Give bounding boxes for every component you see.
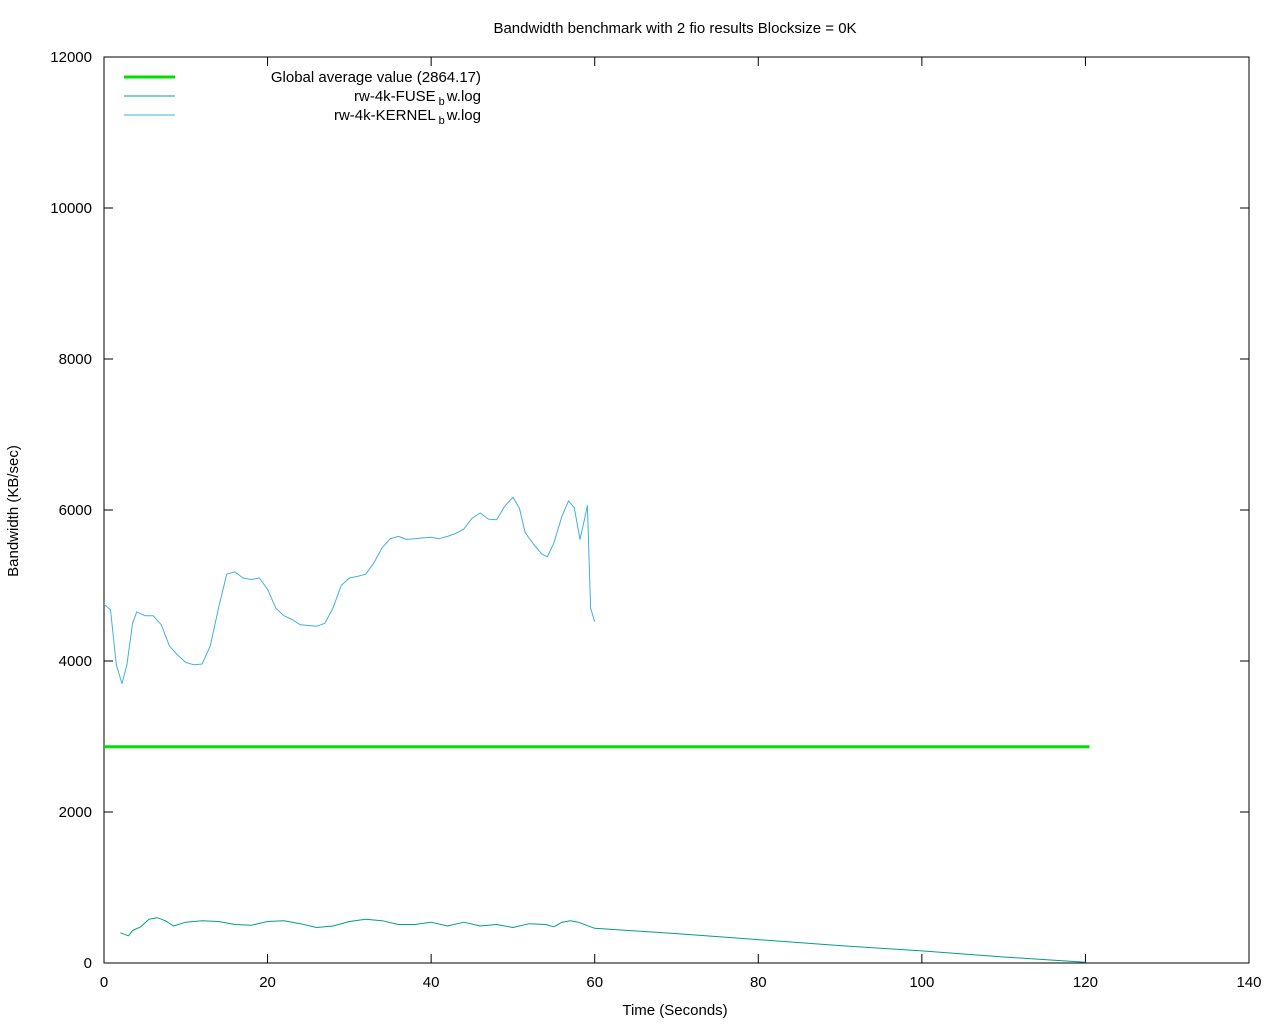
y-axis: 0 2000 4000 6000 8000 10000 12000 [50, 49, 1249, 972]
plot-frame [103, 56, 1250, 964]
series-layer [103, 496, 1090, 963]
x-tick-label: 40 [423, 974, 440, 991]
x-tick-label: 0 [100, 974, 108, 991]
legend: Global average value (2864.17) rw-4k-FUSE… [124, 69, 481, 127]
x-tick-label: 80 [750, 974, 767, 991]
chart-title: Bandwidth benchmark with 2 fio results B… [493, 20, 856, 37]
y-axis-label: Bandwidth (KB/sec) [5, 445, 22, 577]
x-tick-label: 140 [1236, 974, 1261, 991]
fuse-series-line [120, 917, 1086, 963]
y-tick-label: 8000 [59, 351, 92, 368]
x-tick-label: 60 [586, 974, 603, 991]
y-tick-label: 6000 [59, 502, 92, 519]
y-tick-label: 10000 [50, 200, 92, 217]
legend-entry-fuse-label: rw-4k-FUSE b w.log [354, 88, 481, 108]
y-tick-label: 0 [84, 955, 92, 972]
x-tick-label: 100 [909, 974, 934, 991]
legend-entry-global-average-label: Global average value (2864.17) [271, 69, 481, 86]
x-tick-label: 20 [259, 974, 276, 991]
kernel-series-line [103, 496, 596, 685]
x-tick-label: 120 [1073, 974, 1098, 991]
x-axis-label: Time (Seconds) [622, 1002, 727, 1019]
y-tick-label: 2000 [59, 804, 92, 821]
x-axis: 0 20 40 60 80 100 120 140 [100, 57, 1262, 991]
y-tick-label: 12000 [50, 49, 92, 66]
y-tick-label: 4000 [59, 653, 92, 670]
legend-entry-kernel-label: rw-4k-KERNEL b w.log [334, 107, 481, 127]
